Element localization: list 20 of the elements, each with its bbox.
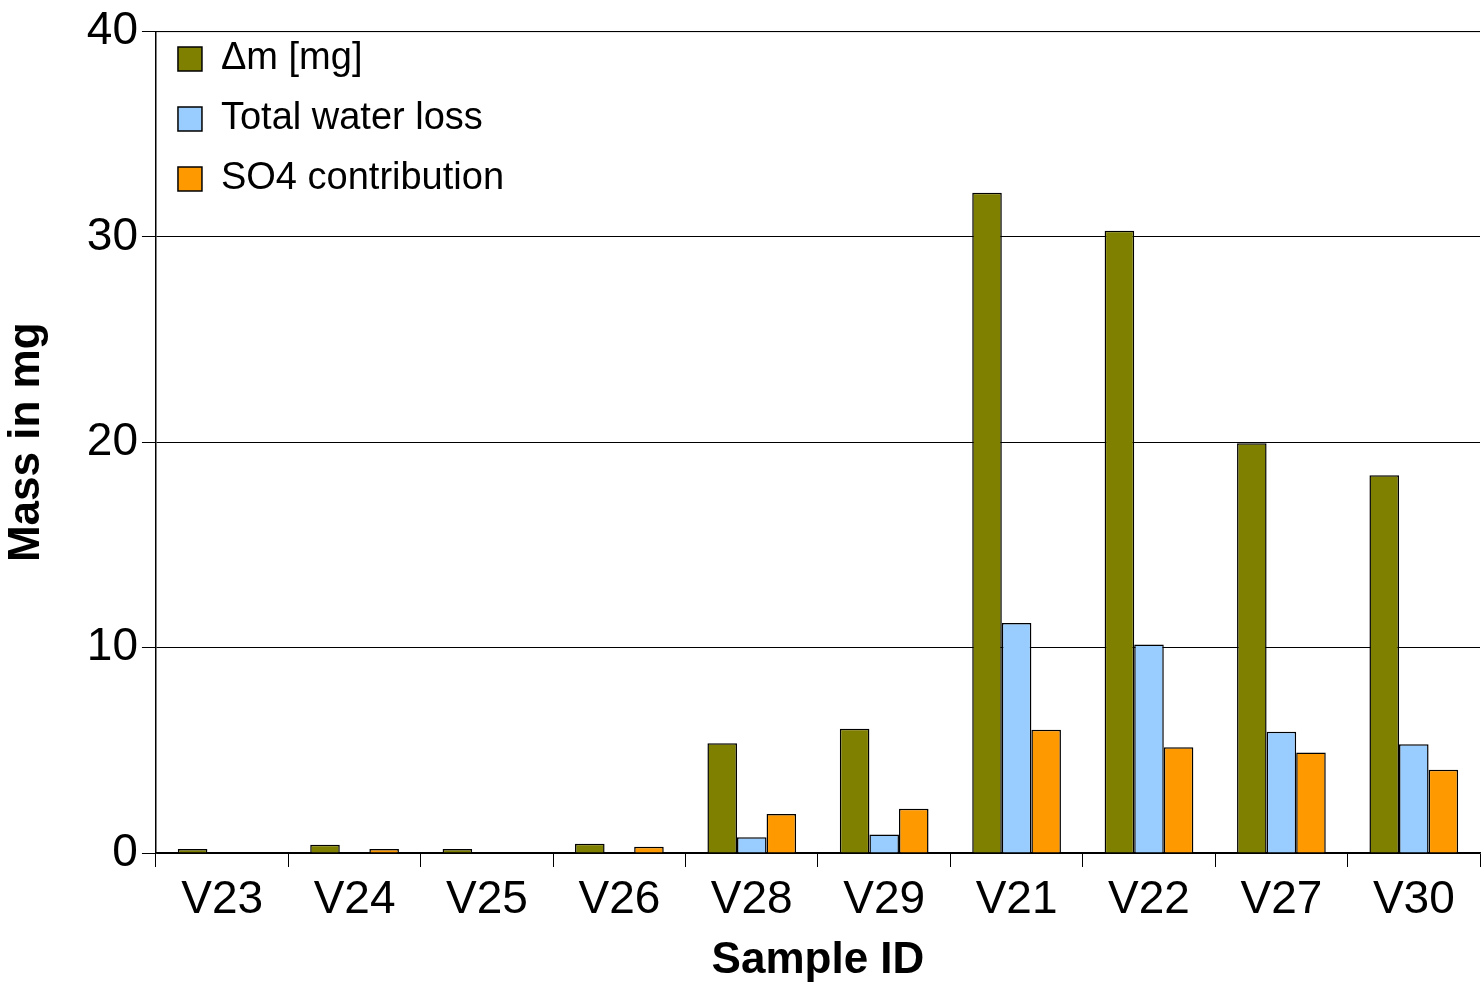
y-axis-title: Mass in mg (0, 322, 48, 563)
y-tick-label: 0 (112, 823, 138, 876)
x-tick-label: V28 (710, 871, 793, 924)
x-tick-label: V26 (578, 871, 661, 924)
y-tick-label: 40 (86, 2, 138, 55)
x-tick-label: V30 (1372, 871, 1455, 924)
legend-label: Total water loss (220, 95, 483, 138)
y-tick-label: 30 (86, 207, 138, 260)
x-axis-title: Sample ID (711, 932, 925, 982)
x-tick-label: V21 (975, 871, 1058, 924)
x-tick-label: V25 (446, 871, 528, 924)
y-tick-label: 20 (86, 412, 138, 465)
x-tick-label: V22 (1108, 871, 1190, 924)
y-tick-label: 10 (86, 618, 138, 671)
legend-label: SO4 contribution (220, 155, 505, 198)
x-tick-label: V24 (313, 871, 396, 924)
x-tick-label: V29 (843, 871, 926, 924)
x-tick-label: V23 (181, 871, 264, 924)
x-tick-label: V27 (1240, 871, 1323, 924)
legend-label: Δm [mg] (220, 35, 363, 78)
